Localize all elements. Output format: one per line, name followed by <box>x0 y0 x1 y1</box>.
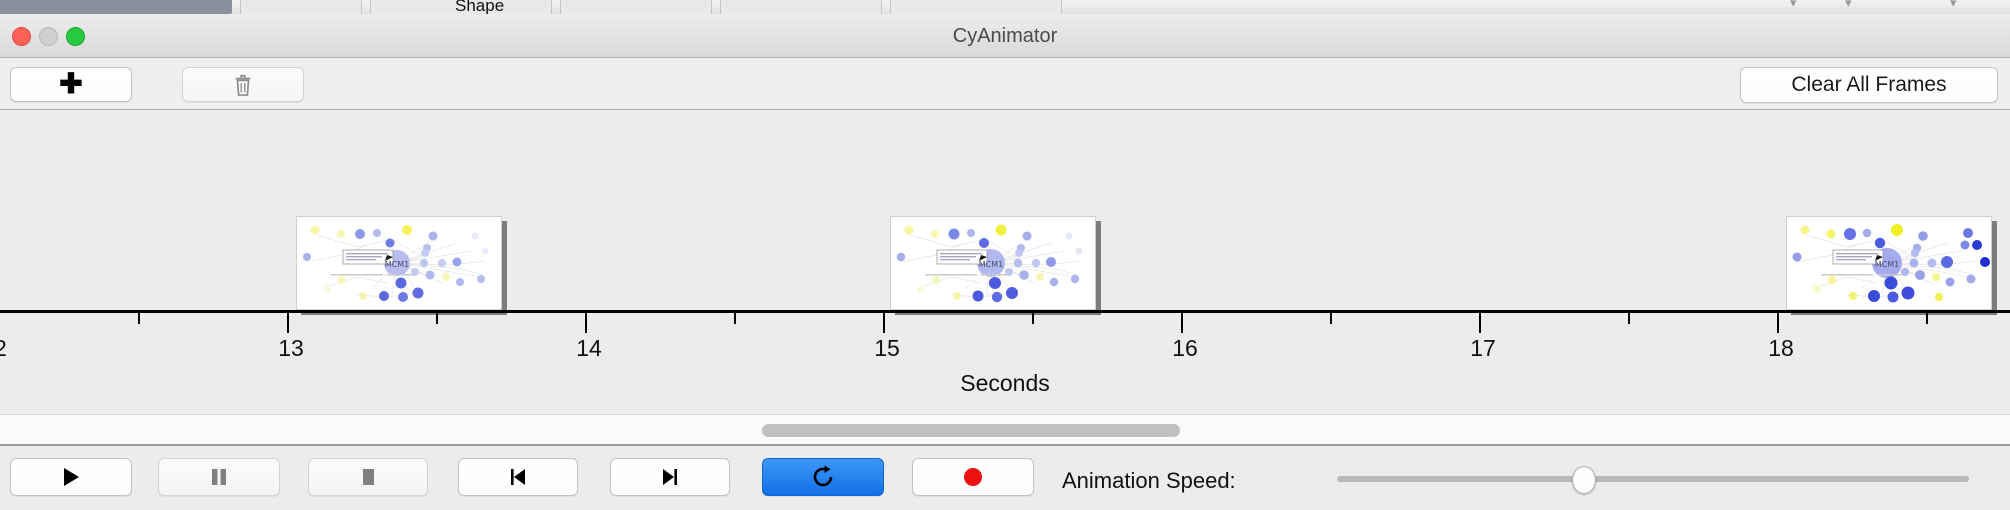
axis-line <box>0 310 2010 313</box>
plus-icon: ✚ <box>59 67 83 99</box>
axis-tick-label: 13 <box>278 335 304 361</box>
axis-tick-label: 12 <box>0 335 7 361</box>
window-traffic-lights <box>12 27 85 46</box>
axis-tick-minor <box>1330 313 1332 324</box>
play-icon <box>64 468 79 486</box>
background-tab-4 <box>720 0 882 14</box>
background-window-header <box>0 0 232 14</box>
animation-speed-slider[interactable] <box>1337 466 1969 494</box>
timeline-axis[interactable]: 12 13 14 15 16 17 18 Seconds <box>0 310 2010 414</box>
svg-text:MCM1: MCM1 <box>385 260 409 269</box>
skip-to-end-button[interactable] <box>610 458 730 496</box>
background-window-label: Shape <box>455 0 505 14</box>
minimize-button[interactable] <box>39 27 58 46</box>
add-frame-button[interactable]: ✚ <box>10 67 132 102</box>
loop-button[interactable] <box>762 458 884 496</box>
axis-title: Seconds <box>960 370 1050 396</box>
play-button[interactable] <box>10 458 132 496</box>
axis-tick-major <box>1181 313 1183 333</box>
frame-thumbnail: MCM1 <box>1786 216 1992 310</box>
loop-icon <box>813 465 833 487</box>
background-tab-1 <box>240 0 362 14</box>
axis-tick-label: 15 <box>874 335 900 361</box>
axis-tick-major <box>585 313 587 333</box>
record-button[interactable] <box>912 458 1034 496</box>
axis-tick-major <box>1479 313 1481 333</box>
chevron-down-icon-1: ▾ <box>1790 0 1797 10</box>
animation-speed-label: Animation Speed: <box>1062 468 1236 493</box>
background-tab-5 <box>890 0 1062 14</box>
skip-to-start-button[interactable] <box>458 458 578 496</box>
network-graph-preview: MCM1 <box>303 225 489 302</box>
network-graph-preview: MCM1 <box>896 224 1083 303</box>
background-tab-2 <box>370 0 552 14</box>
scrollbar-thumb[interactable] <box>762 424 1180 437</box>
network-graph-preview: MCM1 <box>1792 224 1990 303</box>
axis-tick-label: 16 <box>1172 335 1198 361</box>
skip-forward-icon <box>663 469 677 485</box>
axis-tick-minor <box>436 313 438 324</box>
axis-tick-minor <box>1926 313 1928 324</box>
stop-button[interactable] <box>308 458 428 496</box>
record-icon <box>964 468 982 486</box>
svg-text:MCM1: MCM1 <box>979 260 1003 269</box>
axis-tick-major <box>883 313 885 333</box>
background-tab-3 <box>560 0 712 14</box>
axis-tick-minor <box>1032 313 1034 324</box>
clear-all-frames-button[interactable]: Clear All Frames <box>1740 67 1998 103</box>
axis-tick-label: 14 <box>576 335 602 361</box>
delete-frame-button[interactable] <box>182 67 304 102</box>
pause-icon <box>212 469 226 485</box>
axis-tick-major <box>1777 313 1779 333</box>
timeline-frame[interactable]: MCM1 <box>1786 216 1997 315</box>
axis-tick-label: 17 <box>1470 335 1496 361</box>
axis-tick-label: 18 <box>1768 335 1794 361</box>
background-window-strip: Shape ▾ ▾ ▾ <box>0 0 2010 14</box>
stop-icon <box>363 469 374 485</box>
axis-tick-minor <box>734 313 736 324</box>
timeline-panel[interactable]: MCM1 <box>0 110 2010 414</box>
skip-backward-icon <box>511 469 525 485</box>
maximize-button[interactable] <box>66 27 85 46</box>
timeline-frame[interactable]: MCM1 <box>890 216 1101 315</box>
axis-tick-minor <box>1628 313 1630 324</box>
axis-tick-major <box>287 313 289 333</box>
timeline-horizontal-scrollbar[interactable] <box>0 414 2010 446</box>
svg-text:MCM1: MCM1 <box>1875 260 1899 269</box>
frame-toolbar: ✚ Clear All Frames <box>0 58 2010 110</box>
axis-tick-minor <box>138 313 140 324</box>
title-bar[interactable]: CyAnimator <box>0 14 2010 58</box>
close-button[interactable] <box>12 27 31 46</box>
chevron-down-icon-3: ▾ <box>1950 0 1957 10</box>
animation-speed-slider-thumb[interactable] <box>1572 466 1596 494</box>
chevron-down-icon-2: ▾ <box>1845 0 1852 10</box>
pause-button[interactable] <box>158 458 280 496</box>
frame-thumbnail: MCM1 <box>890 216 1096 310</box>
timeline-frame[interactable]: MCM1 <box>296 216 507 315</box>
window-title: CyAnimator <box>952 25 1058 47</box>
frames-track: MCM1 <box>0 110 2010 315</box>
frame-thumbnail: MCM1 <box>296 216 502 310</box>
playback-toolbar: Animation Speed: <box>0 446 2010 510</box>
trash-icon <box>235 74 251 96</box>
